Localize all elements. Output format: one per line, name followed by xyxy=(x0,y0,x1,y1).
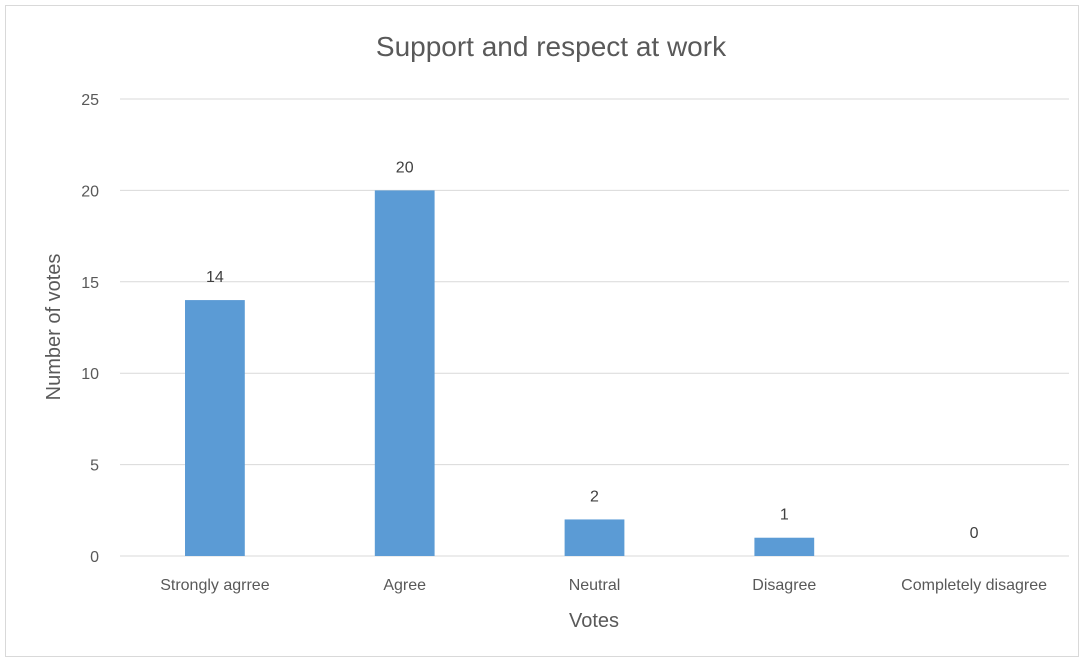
y-tick-label: 5 xyxy=(90,458,99,475)
y-axis-ticks: 0 5 10 15 20 25 xyxy=(81,92,99,566)
y-tick-label: 0 xyxy=(90,549,99,566)
data-label: 0 xyxy=(970,525,979,542)
data-label: 1 xyxy=(780,507,789,524)
x-axis-label: Votes xyxy=(569,610,619,632)
chart-frame xyxy=(5,5,1079,657)
bar xyxy=(564,519,625,556)
bar xyxy=(374,190,435,556)
x-tick-label: Disagree xyxy=(752,577,816,594)
data-label: 20 xyxy=(396,159,414,176)
x-tick-label: Completely disagree xyxy=(901,577,1047,594)
bars xyxy=(185,190,815,556)
x-tick-label: Strongly agrree xyxy=(160,577,269,594)
y-tick-label: 20 xyxy=(81,183,99,200)
y-tick-label: 25 xyxy=(81,92,99,109)
x-tick-label: Agree xyxy=(383,577,426,594)
data-label: 14 xyxy=(206,269,224,286)
y-axis-label: Number of votes xyxy=(43,254,65,401)
gridlines xyxy=(120,98,1069,557)
x-tick-label: Neutral xyxy=(569,577,621,594)
data-label: 2 xyxy=(590,488,599,505)
chart-title: Support and respect at work xyxy=(376,31,727,62)
x-axis-ticks: Strongly agrree Agree Neutral Disagree Compl… xyxy=(160,577,1047,594)
bar xyxy=(754,537,815,556)
data-labels: 14 20 2 1 0 xyxy=(206,159,979,542)
y-tick-label: 10 xyxy=(81,366,99,383)
bar xyxy=(185,300,245,556)
y-tick-label: 15 xyxy=(81,275,99,292)
